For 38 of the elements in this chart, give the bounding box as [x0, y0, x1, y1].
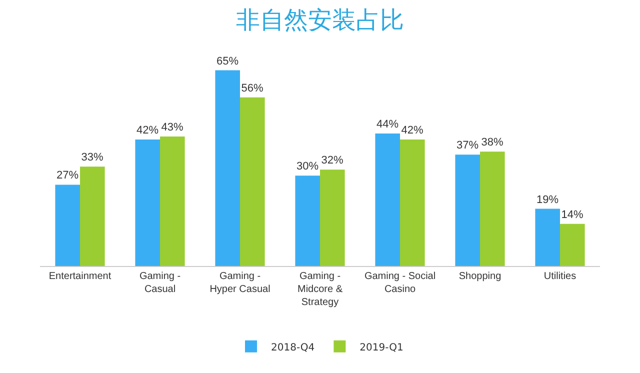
data-label: 33% [81, 152, 104, 164]
bar [535, 208, 560, 266]
x-tick-label: Entertainment [48, 271, 112, 282]
legend-label: 2018-Q4 [271, 342, 315, 354]
data-label: 42% [136, 124, 159, 137]
bar [135, 140, 160, 266]
legend-label: 2019-Q1 [360, 342, 404, 354]
bar [160, 136, 185, 266]
data-label: 37% [456, 140, 479, 152]
data-label: 30% [296, 160, 319, 173]
chart-title: 非自然安装占比 [236, 6, 404, 34]
data-label: 65% [216, 55, 239, 68]
data-label: 14% [561, 208, 584, 221]
x-tick-label: Shopping [458, 271, 502, 282]
x-tick-label: Gaming - Casual [139, 271, 181, 295]
bar [240, 97, 265, 266]
data-label: 42% [401, 124, 424, 137]
bar [375, 134, 400, 266]
bar [215, 70, 240, 266]
bar [295, 176, 320, 266]
x-tick-label: Utilities [544, 271, 576, 282]
x-tick-label: Gaming - Social Casino [364, 271, 436, 295]
bar [560, 224, 585, 266]
bar [455, 154, 480, 266]
data-label: 32% [321, 154, 344, 167]
data-label: 44% [376, 118, 399, 131]
bar [320, 170, 345, 266]
bar [55, 184, 80, 266]
data-label: 43% [161, 122, 184, 134]
bar [400, 140, 425, 266]
bar [480, 152, 505, 266]
bar [80, 166, 105, 266]
data-label: 56% [241, 82, 264, 94]
x-tick-label: Gaming - Hyper Casual [210, 271, 270, 295]
data-label: 27% [56, 170, 79, 182]
data-label: 19% [536, 194, 559, 206]
data-label: 38% [481, 136, 504, 149]
x-tick-label: Gaming - Midcore & Strategy [297, 271, 343, 308]
